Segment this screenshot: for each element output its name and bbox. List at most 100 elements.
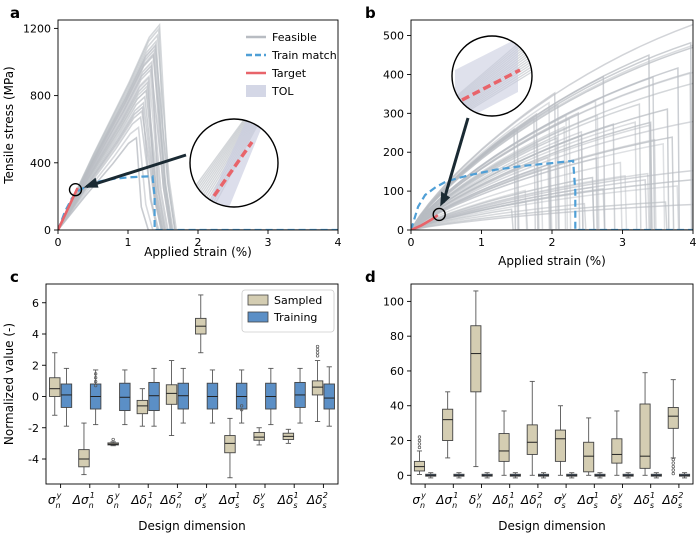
feasible-curve	[58, 136, 338, 230]
legend-label: TOL	[271, 85, 294, 98]
feasible-lines-a	[58, 22, 338, 230]
x-tick-sup: 1	[235, 491, 240, 500]
x-tick-sup: 1	[453, 491, 458, 500]
training-box	[425, 472, 437, 479]
y-tick-label: 1200	[23, 22, 51, 35]
sampled-box	[253, 427, 265, 446]
x-tick-label: 3	[619, 236, 626, 249]
x-tick-sup: 2	[323, 491, 328, 500]
x-tick-sup: y	[201, 491, 207, 500]
sampled-box	[554, 405, 566, 476]
iqr-box	[498, 433, 510, 462]
x-tick-base: Δδ	[306, 493, 323, 507]
zoom-arrow-b	[441, 117, 470, 203]
zoom-arrowhead-a	[83, 177, 99, 188]
training-box	[206, 369, 219, 424]
legend-a: Feasible Train match Target TOL	[246, 31, 337, 98]
flier-point	[417, 445, 422, 450]
feasible-curve	[411, 23, 693, 230]
x-tick-sup: y	[259, 491, 265, 500]
x-tick-label: Δδn2	[160, 491, 183, 510]
x-tick-sup: 2	[177, 491, 182, 500]
iqr-box	[49, 377, 61, 397]
x-tick-sub: n	[452, 501, 457, 510]
x-tick-label: 0	[55, 236, 62, 249]
sampled-box	[498, 410, 510, 476]
sampled-box	[311, 344, 324, 422]
sampled-box	[107, 437, 119, 447]
x-axis-label-a: Applied strain (%)	[144, 245, 252, 259]
feasible-curve	[411, 161, 693, 230]
training-box	[323, 366, 335, 427]
inset-b	[452, 36, 532, 116]
x-tick-sub: s	[323, 501, 327, 510]
legend-label: Target	[271, 67, 307, 80]
y-tick-label: 400	[30, 157, 51, 170]
target-curve	[411, 214, 439, 230]
iqr-box	[470, 325, 482, 393]
y-tick-label: 300	[383, 107, 404, 120]
x-tick-sub: n	[508, 501, 513, 510]
x-tick-label: σny	[412, 491, 426, 510]
sampled-box	[413, 435, 425, 475]
x-tick-label: Δδn1	[130, 491, 153, 510]
legend-c: Sampled Training	[241, 289, 335, 333]
feasible-curve	[411, 201, 693, 230]
x-tick-sup: y	[561, 491, 567, 500]
panel-a: a 0 400 800 1200 0 1 2 3 4 Tensile stress (MPa) App…	[2, 4, 342, 259]
sampled-box	[470, 290, 482, 468]
training-box	[294, 367, 306, 424]
feasible-curve	[411, 101, 693, 230]
feasible-curve	[411, 67, 693, 230]
x-tick-sub: s	[594, 501, 598, 510]
flier-point	[111, 437, 115, 442]
x-tick-label: σsy	[194, 491, 207, 510]
y-tick-label: 4	[32, 328, 39, 341]
x-tick-sub: n	[114, 501, 119, 510]
x-tick-sub: s	[260, 501, 264, 510]
y-tick-label: 100	[383, 185, 404, 198]
x-tick-base: Δσ	[577, 493, 594, 507]
training-box	[566, 472, 578, 479]
flier-point	[315, 354, 320, 358]
panel-b: b 0 100 200 300 400 500 0 1 2 3 4 Applied strain (%)	[365, 4, 697, 268]
y-tick-label: 40	[390, 400, 404, 413]
feasible-curve	[58, 76, 338, 230]
flier-point	[671, 461, 675, 465]
flier-point	[93, 372, 98, 376]
y-tick-label: 800	[30, 90, 51, 103]
x-tick-sub: n	[476, 501, 481, 510]
x-tick-label: 1	[125, 236, 132, 249]
flier-point	[417, 438, 422, 443]
x-tick-label: 2	[195, 236, 202, 249]
zoom-arrowhead-b	[440, 191, 451, 207]
inset-target-line	[461, 68, 521, 102]
zoom-circle-b	[432, 207, 446, 222]
flier-point	[93, 380, 98, 384]
training-box	[265, 367, 277, 426]
flier-point	[239, 408, 244, 412]
x-tick-base: δ	[469, 493, 476, 507]
sampled-box	[442, 391, 454, 459]
iqr-box	[554, 429, 566, 462]
x-tick-sub: n	[55, 501, 60, 510]
y-axis-label-c: Normalized value (-)	[2, 323, 16, 445]
iqr-box	[583, 441, 595, 473]
training-box	[235, 369, 248, 424]
training-box	[481, 472, 493, 479]
x-tick-label: Δσs1	[577, 491, 599, 510]
legend-label: Train match	[271, 49, 337, 62]
y-tick-label: 0	[397, 224, 404, 237]
feasible-curve	[411, 125, 693, 230]
feasible-curve	[58, 22, 338, 230]
training-box	[89, 369, 102, 426]
x-tick-sub: n	[176, 501, 181, 510]
sampled-box	[526, 380, 538, 476]
x-tick-sup: y	[617, 491, 623, 500]
x-tick-sup: 1	[90, 491, 95, 500]
x-tick-sup: 2	[538, 491, 543, 500]
training-box	[148, 367, 160, 427]
x-tick-label: Δσn1	[72, 491, 95, 510]
iqr-box	[667, 407, 679, 429]
